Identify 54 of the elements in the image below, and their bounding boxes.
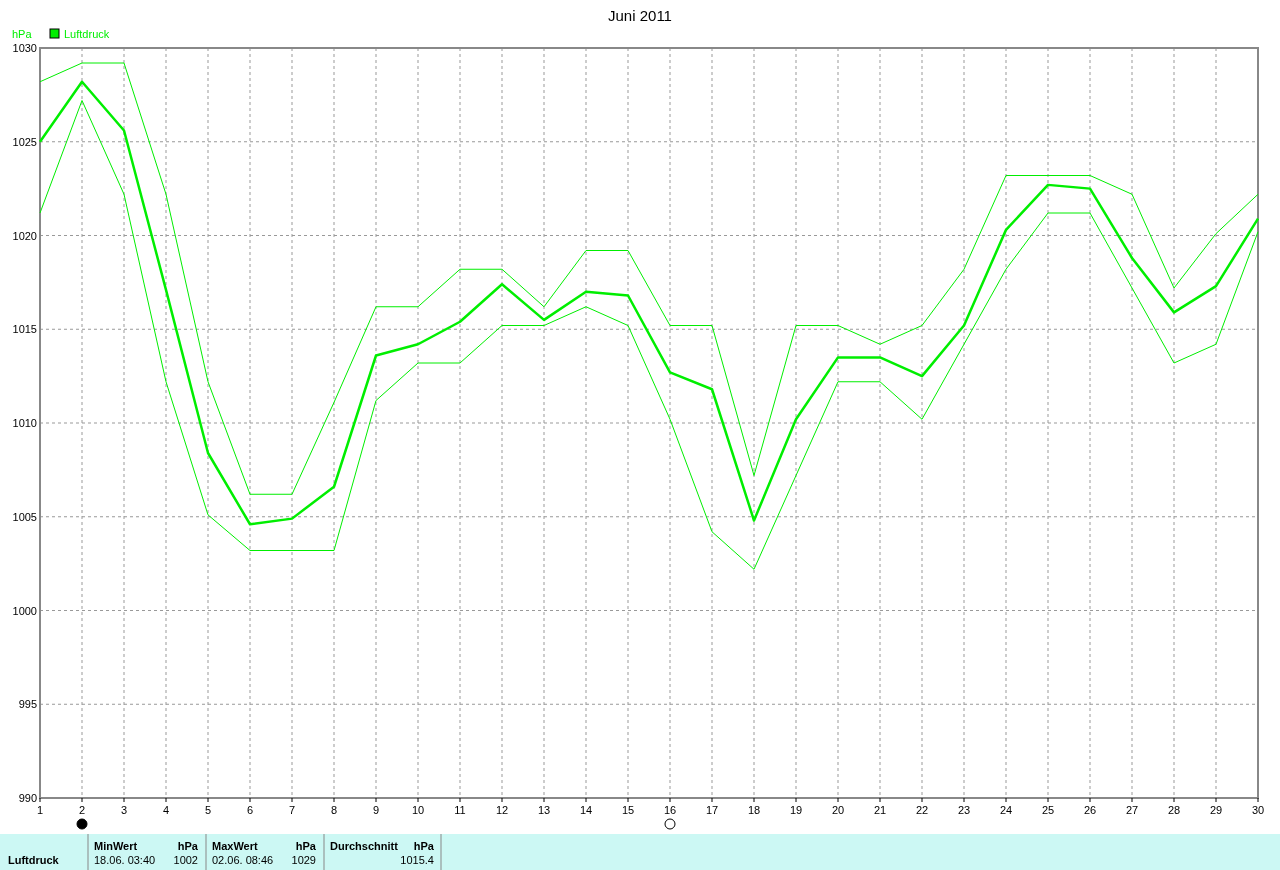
- x-tick-label: 24: [999, 804, 1013, 816]
- x-tick-label: 10: [411, 804, 425, 816]
- x-tick-label: 11: [454, 804, 466, 816]
- x-tick-label: 20: [831, 804, 845, 816]
- x-tick-label: 8: [330, 804, 338, 816]
- y-tick-label: 1020: [12, 229, 37, 242]
- x-tick-label: 21: [873, 804, 887, 816]
- y-tick-label: 1015: [12, 323, 37, 336]
- x-tick-label: 3: [120, 804, 128, 816]
- x-tick-label: 9: [372, 804, 380, 816]
- x-tick-label: 6: [246, 804, 254, 816]
- text: 1029: [291, 854, 316, 866]
- x-tick-label: 13: [537, 804, 551, 816]
- text: Luftdruck: [8, 854, 60, 866]
- x-tick-label: 14: [579, 804, 593, 816]
- x-tick-label: 28: [1167, 804, 1181, 816]
- y-tick-label: 1025: [12, 135, 37, 148]
- x-tick-label: 17: [705, 804, 719, 816]
- y-tick-label: 1030: [12, 42, 37, 54]
- x-tick-label: 12: [495, 804, 509, 816]
- y-tick-label: 1005: [12, 510, 37, 523]
- x-tick-label: 15: [621, 804, 635, 816]
- text: Durchschnitt: [330, 840, 399, 852]
- x-tick-label: 26: [1083, 804, 1097, 816]
- text: hPa: [413, 840, 435, 852]
- text: MaxWert: [212, 840, 258, 852]
- y-axis-title: hPa: [12, 28, 33, 40]
- x-tick-label: 7: [288, 804, 296, 816]
- text: 1015.4: [400, 854, 434, 866]
- text: hPa: [295, 840, 317, 852]
- x-tick-label: 29: [1209, 804, 1223, 816]
- x-tick-label: 4: [162, 804, 170, 816]
- text: MinWert: [94, 840, 138, 852]
- y-tick-label: 1000: [12, 604, 37, 617]
- x-tick-label: 16: [663, 804, 677, 816]
- x-tick-label: 27: [1125, 804, 1139, 816]
- text: 18.06. 03:40: [94, 854, 156, 866]
- text: 1002: [173, 854, 198, 866]
- chart-title: Juni 2011: [608, 7, 672, 24]
- x-tick-label: 2: [78, 804, 86, 816]
- text: hPa: [177, 840, 199, 852]
- x-tick-label: 22: [915, 804, 929, 816]
- legend-label: Luftdruck: [64, 28, 110, 40]
- y-tick-label: 1010: [12, 417, 37, 429]
- x-tick-label: 30: [1251, 804, 1265, 816]
- text: 02.06. 08:46: [212, 854, 274, 866]
- x-tick-label: 5: [204, 804, 212, 816]
- x-tick-label: 18: [747, 804, 761, 816]
- x-tick-label: 25: [1041, 804, 1055, 816]
- y-tick-label: 990: [18, 792, 37, 804]
- x-tick-label: 19: [789, 804, 803, 816]
- x-tick-label: 1: [36, 804, 44, 816]
- y-tick-label: 995: [18, 698, 37, 711]
- x-tick-label: 23: [957, 804, 971, 816]
